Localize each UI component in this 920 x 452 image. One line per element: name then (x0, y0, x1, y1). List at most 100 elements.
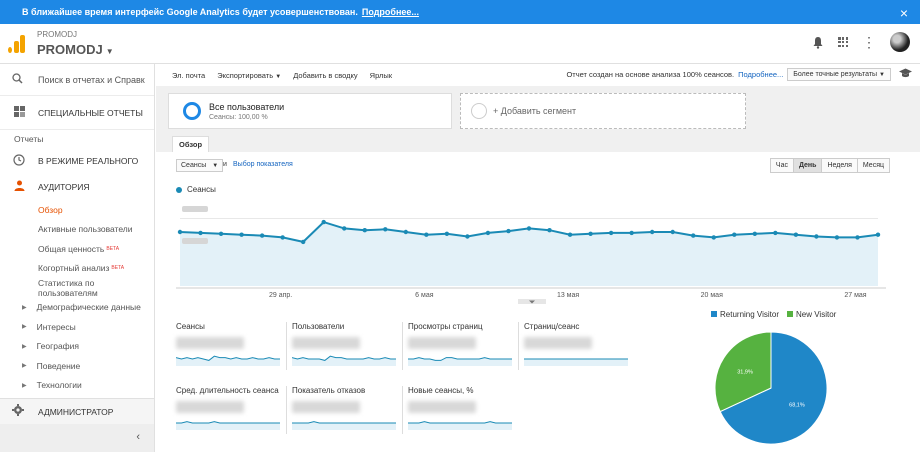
export-button[interactable]: Экспортировать ▼ (217, 71, 281, 80)
segment-all-users[interactable]: Все пользователи Сеансы: 100,00 % (168, 93, 452, 129)
sampling-text: Отчет создан на основе анализа 100% сеан… (566, 70, 735, 79)
scorecard-label: Просмотры страниц (408, 322, 483, 331)
sidebar-collapse-button[interactable]: ‹ (0, 424, 154, 452)
data-point[interactable] (814, 234, 819, 239)
data-point[interactable] (259, 233, 265, 238)
period-week-button[interactable]: Неделя (821, 158, 858, 173)
data-point[interactable] (383, 227, 388, 232)
pie-slice-label: 31,9% (737, 369, 753, 375)
scorecard-sparkline (176, 355, 280, 366)
sidebar-exp-interests[interactable]: ▶ Интересы (0, 317, 154, 337)
data-point[interactable] (567, 232, 573, 237)
more-vert-icon[interactable]: ⋮ (862, 34, 876, 50)
data-point[interactable] (239, 232, 244, 237)
scorecard[interactable]: Новые сеансы, % (402, 386, 518, 434)
sidebar-sub-cohort[interactable]: Когортный анализ BETA (0, 259, 154, 279)
data-point[interactable] (218, 231, 224, 236)
data-point[interactable] (773, 230, 778, 236)
sidebar-sub-user-explorer[interactable]: Статистика по пользователям (0, 278, 154, 298)
banner-more-link[interactable]: Подробнее... (361, 7, 419, 17)
sidebar-search[interactable]: Поиск в отчетах и Справк (0, 64, 154, 96)
data-point[interactable] (547, 228, 552, 233)
data-point[interactable] (465, 234, 470, 239)
period-hour-button[interactable]: Час (769, 158, 794, 173)
sidebar-exp-behavior[interactable]: ▶ Поведение (0, 356, 154, 376)
scorecard[interactable]: Страниц/сеанс (518, 322, 634, 370)
data-point[interactable] (485, 230, 491, 236)
data-point[interactable] (752, 231, 758, 236)
graduation-cap-icon[interactable] (899, 68, 912, 81)
data-point[interactable] (649, 229, 655, 235)
x-tick-label: 13 мая (557, 292, 579, 299)
data-point[interactable] (608, 230, 614, 236)
data-point[interactable] (711, 235, 716, 240)
caret-down-icon: ▼ (212, 163, 219, 169)
sidebar-item-realtime[interactable]: В РЕЖИМЕ РЕАЛЬНОГО (0, 148, 154, 174)
add-segment-button[interactable]: + Добавить сегмент (460, 93, 746, 129)
scorecard-value-blurred (524, 337, 592, 349)
data-point[interactable] (875, 232, 881, 237)
sidebar-exp-technology[interactable]: ▶ Технологии (0, 376, 154, 396)
clock-icon (12, 153, 26, 169)
scorecard-value-blurred (408, 337, 476, 349)
sidebar-sub-active-users[interactable]: Активные пользователи (0, 220, 154, 240)
sidebar-sub-lifetime-value[interactable]: Общая ценность BETA (0, 239, 154, 259)
data-point[interactable] (834, 235, 840, 240)
scorecard-divider (518, 322, 519, 370)
email-button[interactable]: Эл. почта (172, 70, 206, 80)
data-point[interactable] (342, 226, 347, 231)
scorecard-label: Сеансы (176, 322, 205, 331)
scorecard[interactable]: Пользователи (286, 322, 402, 370)
sidebar-item-custom-reports[interactable]: СПЕЦИАЛЬНЫЕ ОТЧЕТЫ (0, 96, 154, 130)
data-point[interactable] (855, 235, 860, 240)
add-to-dashboard-button[interactable]: Добавить в сводку (293, 70, 358, 80)
scorecard[interactable]: Просмотры страниц (402, 322, 518, 370)
data-point[interactable] (588, 231, 593, 236)
shortcut-button[interactable]: Ярлык (369, 70, 393, 80)
data-point[interactable] (444, 231, 450, 236)
data-point[interactable] (629, 230, 634, 236)
data-point[interactable] (321, 219, 326, 225)
pie-slice[interactable] (714, 331, 772, 413)
segment-empty-ring-icon (471, 103, 487, 119)
data-point[interactable] (300, 239, 306, 245)
apps-grid-icon[interactable] (838, 37, 849, 48)
avatar[interactable] (890, 32, 910, 52)
sidebar-item-audience[interactable]: АУДИТОРИЯ (0, 174, 154, 200)
tab-overview[interactable]: Обзор (172, 136, 210, 152)
data-point[interactable] (362, 228, 367, 233)
data-point[interactable] (198, 230, 203, 236)
pick-metric-link[interactable]: Выбор показателя (233, 161, 293, 168)
scorecard[interactable]: Показатель отказов (286, 386, 402, 434)
triangle-right-icon: ▶ (22, 382, 27, 389)
data-point[interactable] (793, 232, 799, 237)
period-month-button[interactable]: Месяц (856, 158, 890, 173)
sidebar-sub-overview[interactable]: Обзор (0, 200, 154, 220)
scorecard-label: Сред. длительность сеанса (176, 386, 279, 395)
close-icon[interactable]: × (899, 5, 908, 21)
data-point[interactable] (526, 226, 532, 231)
sidebar-exp-geo[interactable]: ▶ География (0, 337, 154, 357)
pie-slice[interactable] (719, 331, 828, 445)
sidebar-exp-demographics[interactable]: ▶ Демографические данные (0, 298, 154, 318)
bell-icon[interactable] (812, 36, 824, 49)
data-point[interactable] (424, 232, 429, 237)
data-point[interactable] (670, 229, 675, 235)
scorecard[interactable]: Сеансы (176, 322, 286, 370)
data-point[interactable] (280, 235, 285, 240)
scorecard[interactable]: Сред. длительность сеанса (176, 386, 286, 434)
data-point[interactable] (691, 233, 696, 238)
metric-select[interactable]: Сеансы ▼ (176, 159, 224, 172)
sidebar-search-placeholder: Поиск в отчетах и Справк (38, 74, 145, 85)
account-selector[interactable]: PROMODJ ▼ (37, 42, 114, 57)
data-point[interactable] (403, 229, 409, 235)
data-point[interactable] (506, 228, 511, 234)
segment-ring-icon (183, 102, 201, 120)
period-day-button[interactable]: День (792, 158, 823, 173)
sidebar-item-admin[interactable]: АДМИНИСТРАТОР (0, 398, 154, 424)
sampling-more-link[interactable]: Подробнее... (738, 70, 784, 79)
analytics-logo-icon[interactable] (8, 35, 26, 53)
data-point[interactable] (177, 229, 183, 235)
data-point[interactable] (732, 232, 737, 237)
accuracy-select[interactable]: Более точные результаты ▼ (787, 68, 891, 81)
